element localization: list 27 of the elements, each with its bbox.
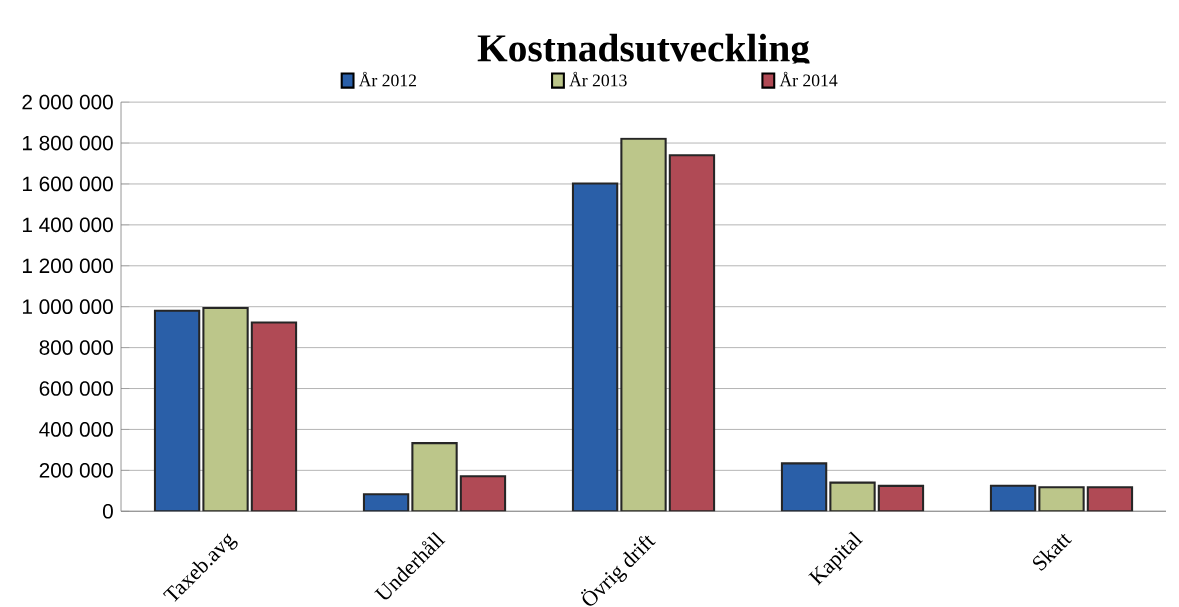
x-tick-label: Skatt [1032, 533, 1072, 571]
legend-label: År 2013 [569, 71, 627, 87]
y-tick-label: 200 000 [39, 463, 113, 478]
bar [1038, 486, 1085, 512]
chart-title: Kostnadsutveckling [477, 33, 810, 70]
y-tick-label: 1 200 000 [22, 258, 113, 274]
bar [411, 442, 458, 512]
bar [829, 481, 876, 512]
y-tick-label: 400 000 [39, 422, 113, 437]
y-tick-label: 1 400 000 [22, 217, 113, 233]
legend-label: År 2014 [779, 71, 838, 87]
bar [620, 137, 667, 512]
y-tick-label: 1 600 000 [22, 176, 113, 192]
y-tick-label: 600 000 [39, 381, 113, 396]
legend-label: År 2012 [358, 71, 417, 87]
y-tick-label: 1 000 000 [22, 299, 113, 315]
y-tick-label: 800 000 [39, 340, 113, 355]
bar [780, 462, 828, 512]
y-tick-label: 2 000 000 [22, 94, 113, 110]
y-tick-label: 0 [102, 503, 113, 519]
bar [459, 475, 507, 512]
bar [202, 306, 249, 512]
bar [153, 309, 201, 512]
y-tick-label: 1 800 000 [22, 135, 113, 151]
bar [571, 182, 619, 512]
bar [668, 154, 716, 512]
bar [250, 321, 298, 512]
